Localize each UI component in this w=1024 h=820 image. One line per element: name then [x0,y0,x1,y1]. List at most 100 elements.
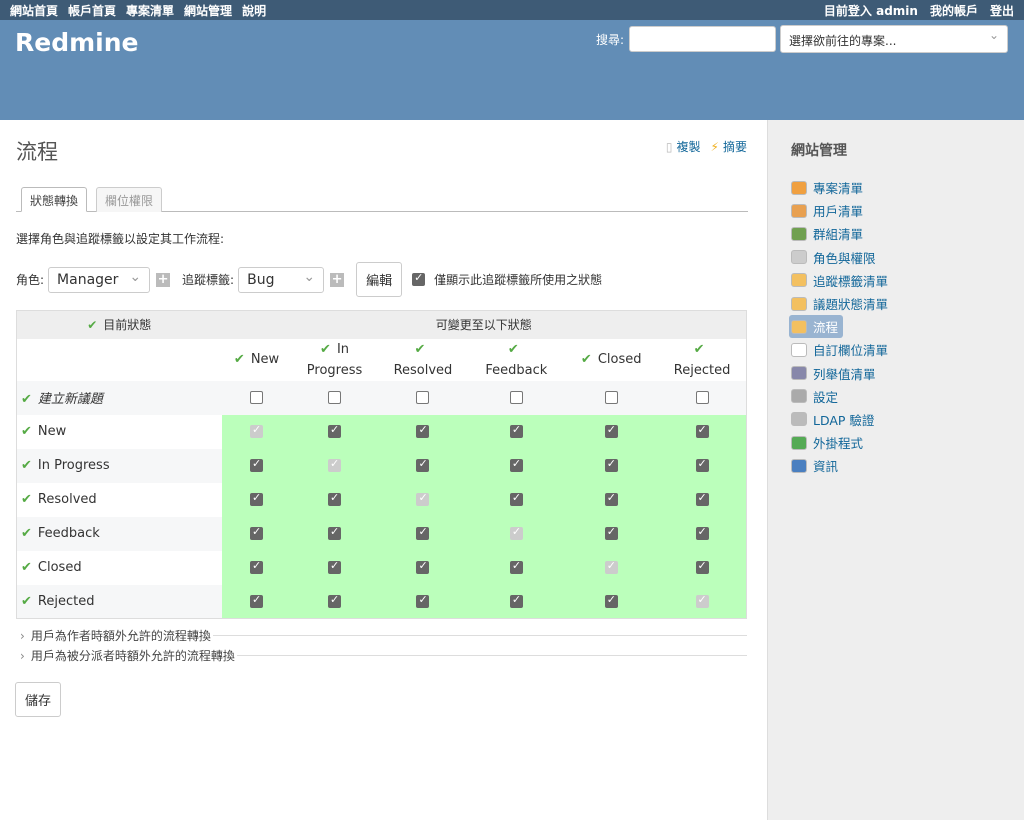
transition-checkbox[interactable] [604,491,618,506]
transition-checkbox[interactable] [328,423,342,438]
sidebar-item[interactable]: 議題狀態清單 [791,292,1024,315]
workflow-table: ✔ 目前狀態 可變更至以下狀態 ✔ New ✔ In Progress ✔ Resolved ✔ Fe… [16,310,747,619]
column-header[interactable]: ✔ New [222,339,292,381]
transition-checkbox[interactable] [250,525,264,540]
transition-checkbox[interactable] [250,491,264,506]
transition-checkbox[interactable] [416,525,430,540]
check-icon: ✔ [580,352,592,367]
column-header[interactable]: ✔ Closed [564,339,658,381]
transition-checkbox[interactable] [695,391,709,404]
column-header[interactable]: ✔ In Progress [292,339,378,381]
sidebar-item[interactable]: 角色與權限 [791,246,1024,269]
sidebar-item[interactable]: 流程 [789,315,843,339]
transition-checkbox[interactable] [416,559,430,574]
top-menu-item[interactable]: 網站首頁 [10,3,59,18]
sidebar-item[interactable]: 設定 [791,385,1024,408]
edit-button[interactable]: 編輯 [356,262,403,297]
transition-checkbox[interactable] [328,559,342,574]
transition-checkbox[interactable] [509,391,523,404]
transition-checkbox[interactable] [416,593,430,608]
transition-checkbox[interactable] [509,559,523,574]
column-label: In [336,341,350,357]
sidebar-item[interactable]: 追蹤標籤清單 [791,269,1024,292]
transition-checkbox[interactable] [695,559,709,574]
copy-icon: ▯ [665,140,673,154]
help-icon [791,458,807,473]
transition-checkbox[interactable] [695,457,709,472]
transition-checkbox [695,593,709,608]
sidebar-item[interactable]: 資訊 [791,454,1024,477]
row-label[interactable]: New [37,424,67,439]
sidebar-item-label: 角色與權限 [813,250,876,266]
transition-checkbox[interactable] [509,423,523,438]
sidebar-item[interactable]: 外掛程式 [791,431,1024,454]
assignee-section-toggle[interactable]: › 用戶為被分派者時額外允許的流程轉換 [20,647,747,664]
sidebar-item[interactable]: 群組清單 [791,222,1024,245]
transition-checkbox[interactable] [604,525,618,540]
sidebar-item[interactable]: 列舉值清單 [791,362,1024,385]
row-label[interactable]: Rejected [37,593,95,609]
sidebar-item[interactable]: 自訂欄位清單 [791,338,1024,361]
row-label[interactable]: In Progress [37,458,110,473]
column-label: Progress [306,362,363,378]
top-menu-item[interactable]: 專案清單 [126,3,175,18]
top-menu-item[interactable]: 帳戶首頁 [68,3,117,18]
transition-checkbox[interactable] [416,457,430,472]
transition-checkbox [604,559,618,574]
author-section-toggle[interactable]: › 用戶為作者時額外允許的流程轉換 [20,627,747,644]
sidebar-item-label: LDAP 驗證 [813,412,875,428]
transition-checkbox[interactable] [328,491,342,506]
only-used-checkbox[interactable] [412,271,426,286]
row-label[interactable]: Feedback [37,526,100,541]
transition-checkbox[interactable] [695,525,709,540]
sidebar: 網站管理 專案清單 用戶清單 群組清單 角色與權限 追蹤標籤清單 議題狀態清單 流程 自訂欄位… [767,120,1024,820]
transition-checkbox[interactable] [695,423,709,438]
sidebar-item-label: 自訂欄位清單 [813,343,889,359]
save-button[interactable]: 儲存 [15,682,62,717]
transition-checkbox[interactable] [695,491,709,506]
tracker-select[interactable]: Bug [238,266,325,293]
top-menu-item[interactable]: 網站管理 [184,3,233,18]
transition-checkbox[interactable] [604,391,618,404]
row-label[interactable]: Resolved [37,492,97,507]
summary-link[interactable]: 摘要 [722,140,747,154]
user-link[interactable]: admin [876,3,918,18]
tab-transitions[interactable]: 狀態轉換 [21,187,88,212]
transition-checkbox[interactable] [250,593,264,608]
transition-checkbox[interactable] [509,593,523,608]
transition-checkbox[interactable] [250,559,264,574]
transition-checkbox[interactable] [509,457,523,472]
row-label[interactable]: Closed [37,560,82,575]
transition-checkbox[interactable] [328,391,342,404]
sidebar-item[interactable]: 用戶清單 [791,199,1024,222]
transition-checkbox[interactable] [509,491,523,506]
copy-link[interactable]: 複製 [676,140,701,154]
logout-link[interactable]: 登出 [989,3,1014,18]
column-header[interactable]: ✔ Rejected [658,339,746,381]
transition-checkbox[interactable] [250,457,264,472]
column-header[interactable]: ✔ Resolved [377,339,468,381]
check-icon: ✔ [21,526,32,541]
top-menu-item[interactable]: 說明 [242,3,267,18]
transition-checkbox[interactable] [604,593,618,608]
transition-checkbox[interactable] [416,391,430,404]
project-jump-select[interactable]: 選擇欲前往的專案... [780,25,1008,53]
table-row: ✔ Rejected [16,584,747,619]
my-account-link[interactable]: 我的帳戶 [929,3,978,18]
plus-icon[interactable]: + [156,271,171,287]
sidebar-item[interactable]: 專案清單 [791,176,1024,199]
search-input[interactable] [629,26,776,52]
transition-checkbox[interactable] [328,525,342,540]
column-header[interactable]: ✔ Feedback [468,339,564,381]
tracker-label: 追蹤標籤: [182,273,235,287]
sidebar-item[interactable]: LDAP 驗證 [791,408,1024,431]
transition-checkbox[interactable] [604,423,618,438]
plus-icon[interactable]: + [330,271,345,287]
transition-checkbox[interactable] [328,593,342,608]
role-select[interactable]: Manager [48,266,151,293]
transition-checkbox[interactable] [604,457,618,472]
transition-checkbox[interactable] [416,423,430,438]
transition-checkbox[interactable] [250,391,264,404]
transition-checkbox [416,491,430,506]
tab-field-permissions[interactable]: 欄位權限 [96,187,163,212]
